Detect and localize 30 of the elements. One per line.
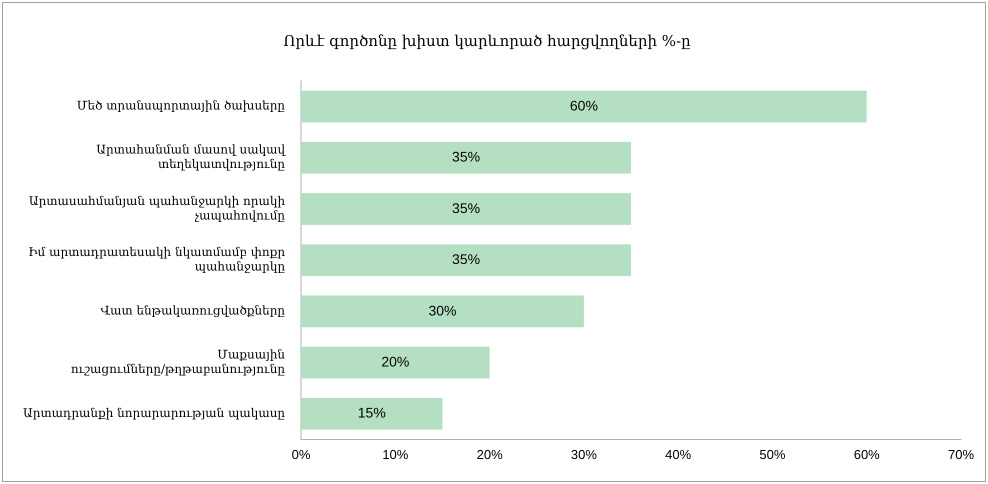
y-tick-label: Մաքսային ուշացումները/թղթաբանությունը [70,348,286,376]
data-label: 35% [452,200,480,216]
x-tick-label: 60% [854,446,880,462]
x-tick-label: 50% [759,446,786,462]
chart-title: Որևէ գործոնը խիստ կարևորած հարցվողների %-ը [283,32,692,50]
bar [301,296,584,328]
bar [301,142,632,174]
data-label: 60% [570,97,598,114]
bar [301,244,632,276]
y-tick-label: Արտահանման մասով սակավ տեղեկատվությունը [96,142,286,172]
x-tick-label: 40% [665,446,692,462]
data-label: 35% [452,148,480,165]
bar [301,90,867,122]
data-label: 30% [428,302,456,318]
y-tick-label: Արտասահմանյան պահանջարկի որակի չապահովումը [28,194,286,222]
x-tick-label: 30% [570,446,598,462]
x-tick-label: 20% [476,446,504,462]
y-tick-label: Մեծ տրանսպորտային ծախսերը [76,98,286,113]
bar [301,346,490,378]
x-tick-label: 70% [948,446,974,462]
y-tick-label: Իմ արտադրատեսակի նկատմամբ փոքր պահանջարկը [28,245,286,274]
data-label: 15% [358,404,386,421]
data-label: 35% [452,251,480,268]
y-tick-label: Վատ ենթակառուցվածքները [100,304,286,318]
bar [301,193,632,225]
x-tick-label: 10% [382,446,409,462]
x-tick-label: 0% [292,446,311,462]
data-label: 20% [381,353,410,370]
y-tick-label: Արտադրանքի նորարարության պակասը [22,406,286,420]
bar [301,398,442,430]
